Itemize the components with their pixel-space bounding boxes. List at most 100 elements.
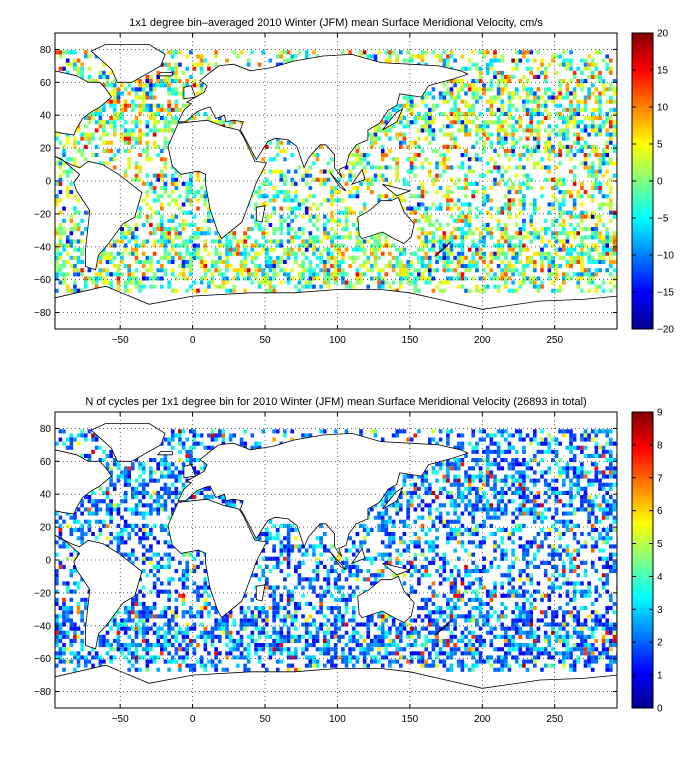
heatmap-cell	[76, 272, 81, 277]
heatmap-cell	[326, 638, 331, 644]
heatmap-cell	[76, 601, 81, 607]
heatmap-cell	[590, 259, 595, 265]
heatmap-cell	[366, 618, 371, 623]
heatmap-cell	[428, 128, 432, 133]
heatmap-cell	[377, 198, 381, 203]
heatmap-cell	[609, 198, 613, 203]
heatmap-cell	[583, 272, 588, 277]
heatmap-cell	[326, 581, 331, 586]
heatmap-cell	[341, 597, 345, 602]
heatmap-cell	[178, 231, 182, 236]
heatmap-cell	[58, 614, 63, 619]
heatmap-cell	[482, 144, 486, 149]
heatmap-cell	[551, 288, 555, 293]
heatmap-cell	[507, 95, 512, 100]
heatmap-cell	[185, 453, 190, 459]
heatmap-cell	[413, 284, 418, 289]
heatmap-cell	[315, 177, 320, 182]
heatmap-cell	[558, 264, 562, 269]
heatmap-cell	[598, 157, 602, 162]
heatmap-cell	[73, 556, 77, 561]
heatmap-cell	[275, 659, 280, 664]
heatmap-cell	[504, 272, 508, 277]
heatmap-cell	[225, 264, 229, 269]
heatmap-cell	[84, 655, 88, 660]
heatmap-cell	[312, 214, 316, 219]
heatmap-cell	[601, 173, 606, 178]
heatmap-cell	[558, 255, 562, 260]
heatmap-cell	[138, 103, 142, 108]
heatmap-cell	[62, 618, 66, 623]
heatmap-cell	[58, 66, 63, 71]
heatmap-cell	[116, 251, 121, 256]
heatmap-cell	[160, 239, 164, 244]
heatmap-cell	[268, 239, 273, 244]
heatmap-cell	[587, 116, 591, 121]
heatmap-cell	[167, 470, 171, 475]
heatmap-cell	[127, 610, 132, 615]
heatmap-cell	[167, 202, 171, 207]
heatmap-cell	[359, 634, 363, 639]
heatmap-cell	[286, 593, 291, 598]
heatmap-cell	[337, 577, 342, 582]
heatmap-cell	[312, 243, 316, 248]
heatmap-cell	[218, 626, 222, 631]
heatmap-cell	[605, 99, 610, 104]
heatmap-cell	[511, 124, 515, 129]
heatmap-cell	[536, 95, 541, 100]
heatmap-cell	[540, 62, 544, 67]
heatmap-cell	[464, 66, 468, 71]
heatmap-cell	[170, 243, 175, 248]
heatmap-cell	[123, 482, 128, 487]
heatmap-cell	[554, 198, 559, 203]
heatmap-cell	[304, 622, 309, 627]
heatmap-cell	[605, 251, 610, 256]
heatmap-cell	[239, 264, 244, 269]
heatmap-cell	[514, 231, 519, 236]
heatmap-cell	[323, 276, 327, 281]
heatmap-cell	[558, 214, 562, 219]
heatmap-cell	[533, 198, 537, 203]
heatmap-cell	[351, 573, 356, 578]
heatmap-cell	[246, 622, 251, 627]
heatmap-cell	[522, 272, 526, 277]
heatmap-cell	[449, 165, 454, 170]
heatmap-cell	[435, 218, 439, 223]
heatmap-cell	[399, 116, 403, 121]
heatmap-cell	[192, 589, 197, 594]
heatmap-cell	[384, 655, 389, 660]
heatmap-cell	[257, 564, 262, 570]
heatmap-cell	[308, 243, 313, 248]
heatmap-cell	[543, 251, 548, 256]
heatmap-cell	[236, 239, 240, 244]
heatmap-cell	[138, 618, 142, 623]
heatmap-cell	[500, 120, 505, 125]
heatmap-cell	[301, 284, 305, 289]
heatmap-cell	[55, 643, 59, 648]
heatmap-cell	[326, 606, 331, 611]
heatmap-cell	[167, 124, 171, 129]
heatmap-cell	[112, 243, 117, 248]
heatmap-cell	[471, 83, 476, 88]
heatmap-cell	[380, 276, 385, 281]
heatmap-cell	[167, 107, 171, 112]
heatmap-cell	[420, 272, 425, 277]
heatmap-cell	[333, 190, 338, 195]
heatmap-cell	[312, 606, 316, 611]
heatmap-cell	[156, 74, 161, 80]
heatmap-cell	[402, 251, 407, 256]
heatmap-cell	[446, 58, 450, 63]
heatmap-cell	[112, 507, 117, 512]
heatmap-cell	[301, 614, 305, 619]
heatmap-cell	[377, 614, 381, 619]
heatmap-cell	[456, 91, 461, 96]
heatmap-cell	[196, 441, 200, 446]
heatmap-cell	[301, 593, 305, 598]
heatmap-cell	[504, 276, 508, 281]
heatmap-cell	[62, 66, 66, 71]
heatmap-cell	[554, 218, 559, 223]
heatmap-cell	[203, 638, 208, 644]
heatmap-cell	[69, 157, 74, 162]
heatmap-cell	[87, 140, 92, 145]
heatmap-cell	[275, 610, 280, 615]
